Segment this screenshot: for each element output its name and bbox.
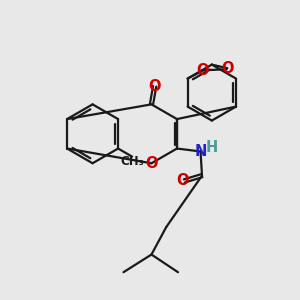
- Text: O: O: [148, 79, 161, 94]
- Text: O: O: [145, 156, 158, 171]
- Text: O: O: [221, 61, 233, 76]
- Text: O: O: [177, 173, 189, 188]
- Text: CH₃: CH₃: [120, 155, 144, 168]
- Text: O: O: [197, 63, 209, 78]
- Text: N: N: [194, 144, 207, 159]
- Text: H: H: [206, 140, 218, 155]
